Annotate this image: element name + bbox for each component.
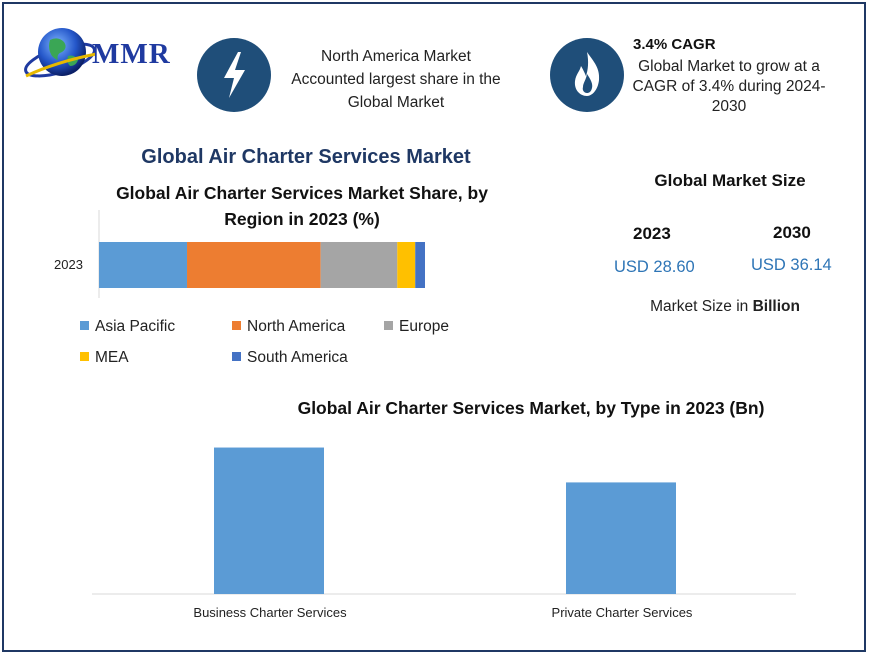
- legend-item-mea: MEA: [80, 349, 129, 367]
- info-text-cagr: Global Market to grow at a CAGR of 3.4% …: [626, 57, 832, 117]
- info-line: 2030: [711, 98, 747, 115]
- type-bar-business: [214, 447, 324, 594]
- infographic-frame: [2, 2, 866, 652]
- type-bar-private: [566, 482, 676, 594]
- legend-swatch: [80, 352, 89, 361]
- lightning-icon: [224, 52, 245, 98]
- stacked-segment-mea: [397, 242, 416, 288]
- main-title: Global Air Charter Services Market: [141, 146, 471, 168]
- flame-icon: [574, 52, 600, 96]
- info-line: Global Market to grow at a: [638, 58, 820, 75]
- info-icon-circle-2: [550, 38, 624, 112]
- x-category-private: Private Charter Services: [551, 605, 693, 620]
- legend-item-north-america: North America: [232, 318, 345, 336]
- info-icon-circle-1: [197, 38, 271, 112]
- type-chart-title: Global Air Charter Services Market, by T…: [297, 398, 765, 418]
- legend-swatch: [384, 321, 393, 330]
- stacked-segment-north-america: [187, 242, 321, 288]
- legend-label: North America: [247, 318, 346, 335]
- legend-label: South America: [247, 349, 348, 366]
- region-chart-title: Global Air Charter Services Market Share…: [106, 180, 498, 232]
- legend-swatch: [232, 352, 241, 361]
- stacked-segment-europe: [320, 242, 398, 288]
- legend-label: Europe: [399, 318, 449, 335]
- cagr-title: 3.4% CAGR: [633, 36, 716, 53]
- stacked-segment-asia-pacific: [99, 242, 188, 288]
- x-category-business: Business Charter Services: [193, 605, 347, 620]
- value-2023: USD 28.60: [614, 258, 695, 276]
- legend-label: Asia Pacific: [95, 318, 176, 335]
- stacked-segment-south-america: [415, 242, 425, 288]
- legend-swatch: [232, 321, 241, 330]
- info-line: North America Market: [321, 48, 471, 65]
- info-line: Global Market: [347, 94, 445, 111]
- note-prefix: Market Size in: [650, 298, 753, 315]
- title-line: Global Air Charter Services Market Share…: [116, 183, 488, 203]
- year-label-2030: 2030: [773, 223, 811, 242]
- globe-icon: [24, 28, 97, 78]
- legend-item-south-america: South America: [232, 349, 348, 367]
- logo-text: MMR: [92, 38, 171, 70]
- legend-item-asia-pacific: Asia Pacific: [80, 318, 175, 336]
- note-unit: Billion: [752, 298, 800, 315]
- value-2030: USD 36.14: [751, 256, 832, 274]
- stacked-bar-category: 2023: [54, 257, 83, 272]
- info-line: CAGR of 3.4% during 2024-: [632, 78, 826, 95]
- title-line: Region in 2023 (%): [224, 209, 380, 229]
- market-size-title: Global Market Size: [654, 171, 806, 190]
- year-label-2023: 2023: [633, 224, 671, 243]
- market-size-note: Market Size in Billion: [620, 298, 830, 316]
- legend-item-europe: Europe: [384, 318, 449, 336]
- info-text-north-america: North America Market Accounted largest s…: [276, 45, 516, 114]
- legend-label: MEA: [95, 349, 129, 366]
- mmr-logo: MMR: [20, 22, 182, 92]
- legend-swatch: [80, 321, 89, 330]
- info-line: Accounted largest share in the: [291, 71, 501, 88]
